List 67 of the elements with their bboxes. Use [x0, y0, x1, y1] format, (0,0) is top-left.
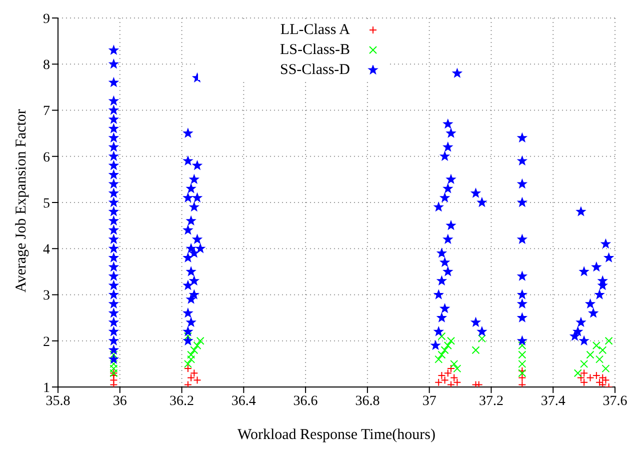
point: [450, 360, 458, 368]
point: [596, 378, 604, 386]
point: [187, 355, 196, 364]
point: [446, 364, 455, 373]
legend-label: LL-Class A: [280, 21, 350, 40]
x-axis-title: Workload Response Time(hours): [238, 427, 436, 443]
point: [110, 376, 118, 384]
point: [602, 364, 610, 373]
point: [598, 346, 607, 354]
point: [518, 374, 526, 382]
x-tick-label: 36.2: [170, 394, 194, 409]
y-tick-label: 1: [43, 380, 50, 396]
point: [193, 341, 202, 350]
point: [596, 355, 604, 364]
point: [592, 341, 600, 350]
y-tick-label: 6: [43, 150, 50, 166]
point: [453, 364, 462, 373]
point: [438, 350, 446, 359]
y-tick-label: 2: [43, 334, 50, 350]
point: [444, 341, 452, 350]
y-tick-label: 4: [43, 242, 50, 258]
point: [110, 380, 118, 387]
point: [518, 366, 526, 375]
x-tick-label: 37: [422, 394, 436, 409]
point: [187, 350, 196, 359]
point: [518, 380, 526, 387]
point: [518, 341, 526, 350]
x-tick-label: 37.4: [540, 394, 566, 409]
point: [438, 332, 446, 340]
point: [604, 336, 613, 345]
legend-label: SS-Class-D: [280, 61, 350, 80]
point: [110, 350, 118, 359]
point: [440, 346, 449, 354]
y-tick-label: 9: [43, 12, 50, 27]
x-tick-label: 35.8: [46, 394, 70, 409]
y-tick-label: 5: [43, 196, 50, 212]
point: [434, 355, 443, 364]
point: [184, 380, 192, 387]
point: [586, 350, 594, 359]
x-tick-label: 36: [112, 394, 127, 409]
point: [518, 369, 526, 378]
point: [196, 336, 204, 345]
y-tick-label: 3: [43, 288, 50, 304]
point: [184, 332, 192, 340]
y-axis-title: Average Job Expansion Factor: [13, 109, 30, 292]
point: [580, 360, 588, 368]
point: [574, 369, 582, 378]
point: [602, 376, 610, 384]
x-tick-label: 36.6: [293, 394, 318, 409]
y-tick-label: 7: [43, 104, 50, 120]
point: [434, 378, 443, 386]
point: [472, 346, 480, 354]
point: [184, 360, 192, 368]
y-tick-label: 8: [43, 58, 50, 74]
x-tick-label: 36.4: [231, 394, 256, 409]
x-tick-label: 37.2: [478, 394, 504, 409]
point: [518, 350, 526, 359]
point: [110, 364, 118, 373]
x-tick-label: 37.6: [602, 394, 628, 409]
point: [190, 346, 198, 354]
point: [518, 360, 526, 368]
x-tick-label: 36.8: [355, 394, 380, 409]
point: [474, 380, 483, 387]
point: [110, 360, 118, 368]
legend-label: LS-Class-B: [280, 41, 350, 60]
point: [478, 334, 486, 343]
point: [446, 336, 455, 345]
